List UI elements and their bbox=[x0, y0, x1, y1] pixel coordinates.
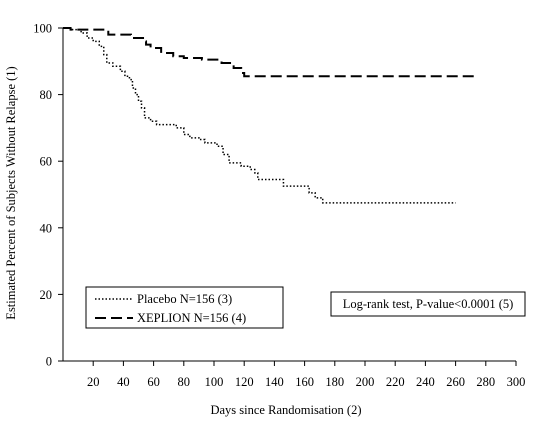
y-tick-label: 100 bbox=[33, 22, 52, 36]
x-tick-label: 220 bbox=[386, 375, 405, 389]
y-tick-label: 80 bbox=[40, 88, 53, 102]
logrank-annotation: Log-rank test, P-value<0.0001 (5) bbox=[330, 291, 526, 317]
legend-label-placebo: Placebo N=156 (3) bbox=[137, 292, 232, 306]
x-tick-label: 80 bbox=[178, 375, 191, 389]
y-tick-label: 40 bbox=[40, 221, 53, 235]
x-tick-label: 60 bbox=[147, 375, 160, 389]
xeplion-survival-line bbox=[63, 27, 474, 78]
x-tick-label: 180 bbox=[325, 375, 344, 389]
x-ticks: 20 40 60 80 100 120 140 160 180 200 220 240 260 280 30… bbox=[87, 361, 525, 389]
x-tick-label: 200 bbox=[356, 375, 375, 389]
legend-box bbox=[85, 286, 284, 329]
legend: Placebo N=156 (3) XEPLION N=156 (4) bbox=[85, 286, 284, 329]
x-tick-label: 140 bbox=[265, 375, 284, 389]
series-layer bbox=[63, 27, 474, 204]
y-tick-label: 20 bbox=[40, 288, 53, 302]
x-tick-label: 280 bbox=[476, 375, 495, 389]
legend-label-xeplion: XEPLION N=156 (4) bbox=[137, 311, 246, 325]
x-axis-label: Days since Randomisation (2) bbox=[210, 403, 361, 417]
x-tick-label: 160 bbox=[295, 375, 314, 389]
x-tick-label: 100 bbox=[205, 375, 224, 389]
axes bbox=[62, 28, 516, 362]
x-tick-label: 40 bbox=[117, 375, 130, 389]
x-tick-label: 240 bbox=[416, 375, 435, 389]
annotation-box bbox=[330, 291, 526, 317]
y-ticks: 0 20 40 60 80 100 bbox=[33, 22, 63, 369]
annotation-text: Log-rank test, P-value<0.0001 (5) bbox=[343, 297, 514, 311]
y-axis-label: Estimated Percent of Subjects Without Re… bbox=[4, 66, 18, 319]
x-tick-label: 120 bbox=[235, 375, 254, 389]
x-tick-label: 260 bbox=[446, 375, 465, 389]
x-tick-label: 300 bbox=[507, 375, 526, 389]
x-tick-label: 20 bbox=[87, 375, 100, 389]
placebo-survival-line bbox=[63, 27, 456, 204]
y-tick-label: 60 bbox=[40, 155, 53, 169]
y-tick-label: 0 bbox=[46, 355, 52, 369]
